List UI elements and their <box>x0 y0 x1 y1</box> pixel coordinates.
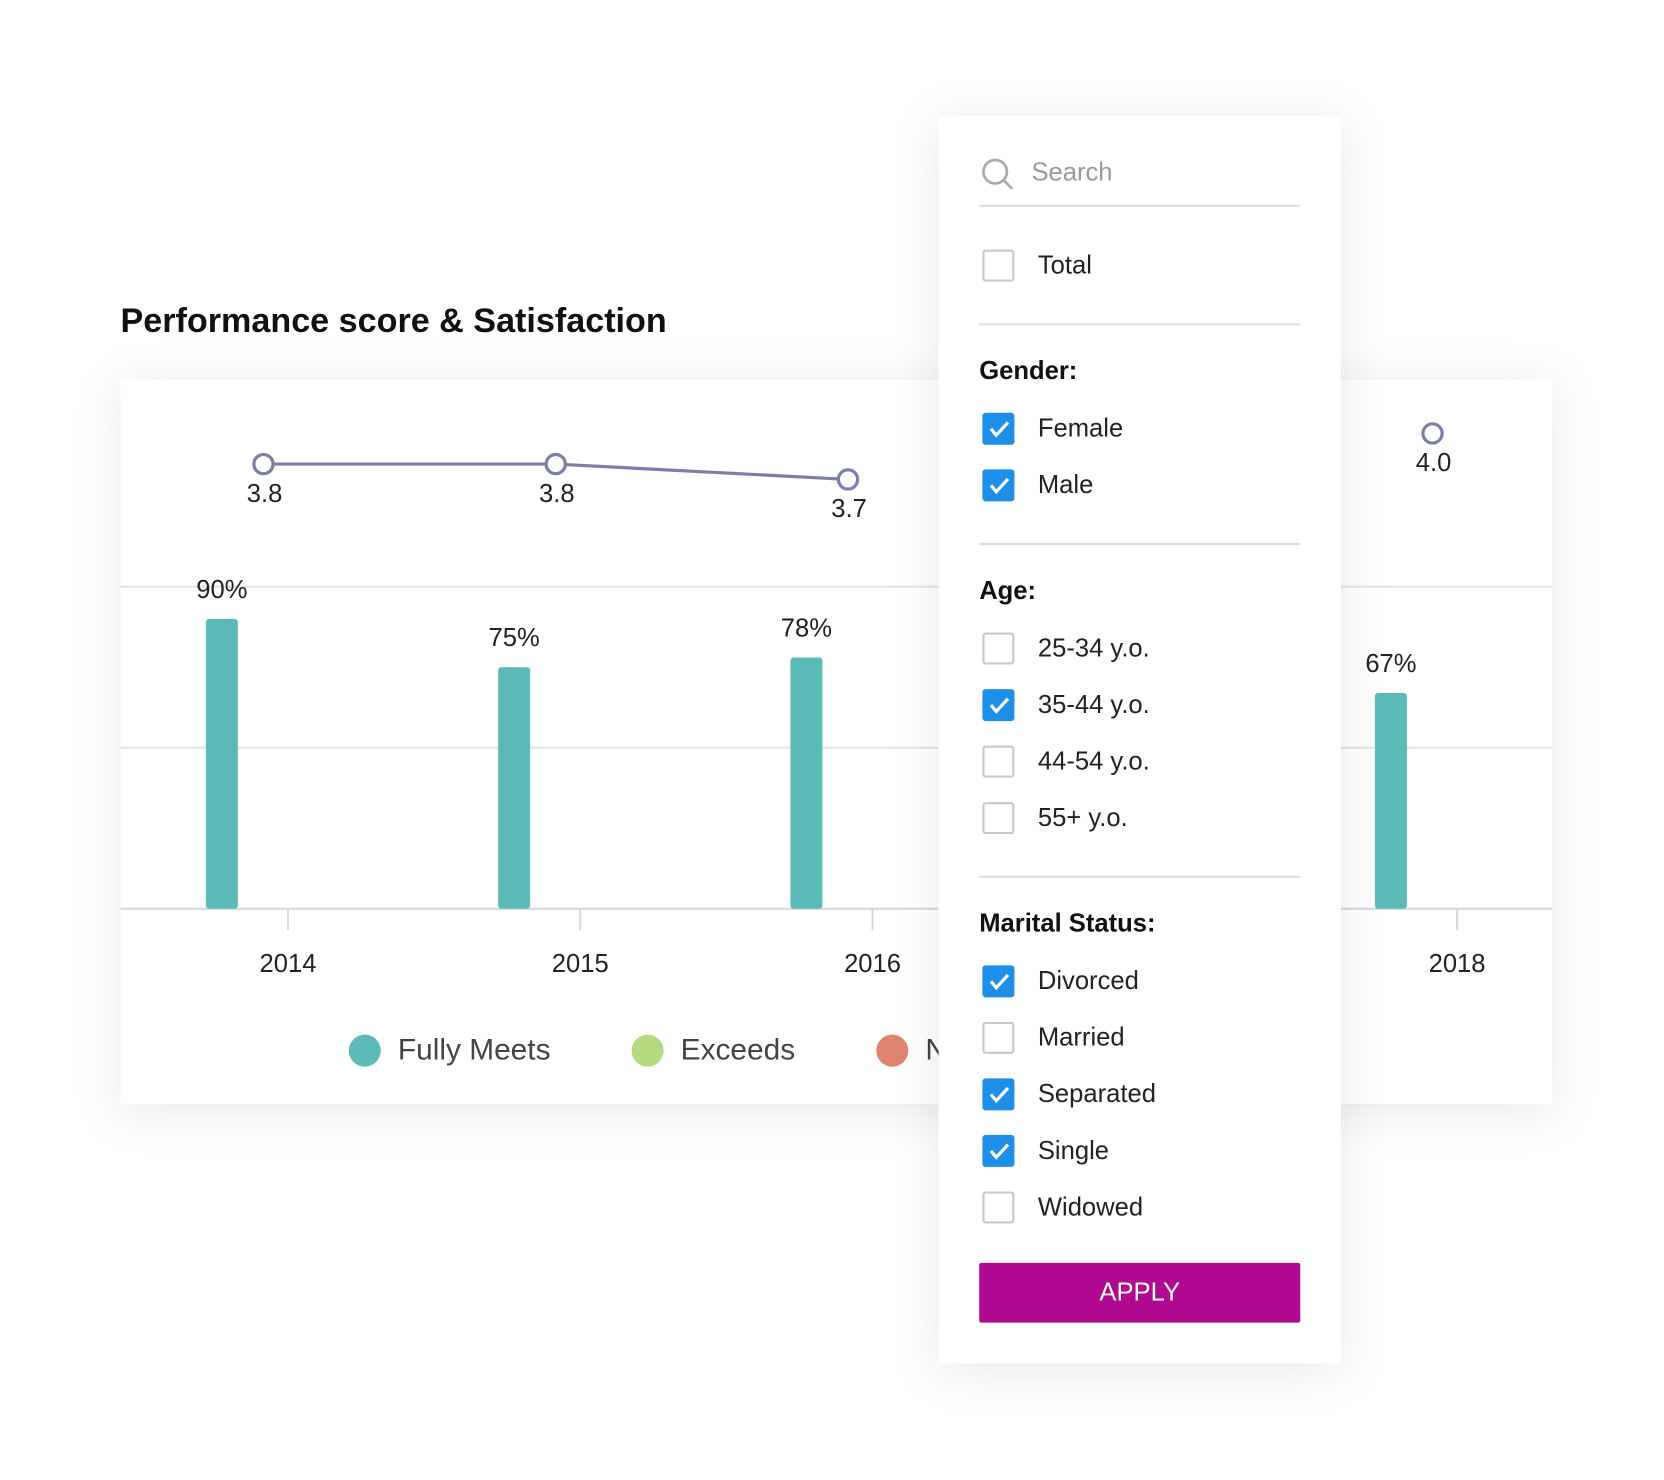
checkbox-label[interactable]: Widowed <box>1038 1193 1143 1221</box>
checkbox[interactable] <box>982 745 1015 778</box>
checkbox-label[interactable]: 25-34 y.o. <box>1038 634 1150 662</box>
apply-button[interactable] <box>979 1262 1301 1323</box>
checkmark <box>989 421 1010 438</box>
bar-value-label: 75% <box>489 624 540 652</box>
bar-value-label: 67% <box>1365 650 1416 678</box>
x-tick-label: 2015 <box>552 950 609 978</box>
x-tick-label: 2018 <box>1429 950 1486 978</box>
group-title: Age: <box>979 577 1036 605</box>
checkbox-label[interactable]: 55+ y.o. <box>1038 804 1128 832</box>
bar-value-label: 78% <box>781 615 832 643</box>
line-value-label: 3.7 <box>831 495 867 523</box>
checkbox-label[interactable]: Male <box>1038 471 1093 499</box>
checkbox[interactable] <box>982 469 1015 502</box>
legend-marker <box>348 1034 381 1067</box>
line-point <box>544 452 567 476</box>
checkbox[interactable] <box>982 965 1015 998</box>
checkbox-label[interactable]: Female <box>1038 415 1123 443</box>
line-value-label: 4.0 <box>1416 449 1452 477</box>
filter-panel <box>938 116 1341 1364</box>
checkmark <box>989 1143 1010 1160</box>
bar <box>205 618 238 909</box>
legend-marker <box>876 1034 909 1067</box>
search-icon <box>982 158 1009 185</box>
line-point <box>1421 422 1444 445</box>
x-tick-label: 2014 <box>260 950 317 978</box>
checkbox-label[interactable]: Divorced <box>1038 967 1139 995</box>
x-tick-label: 2016 <box>844 950 901 978</box>
bar <box>498 667 531 909</box>
line-value-label: 3.8 <box>539 480 575 508</box>
bar-value-label: 90% <box>196 576 247 604</box>
checkbox-label[interactable]: Married <box>1038 1024 1125 1052</box>
line-point <box>836 468 860 491</box>
line-point <box>252 452 275 476</box>
checkbox[interactable] <box>982 1191 1015 1224</box>
apply-button-label[interactable]: APPLY <box>1099 1279 1180 1307</box>
checkmark <box>989 973 1010 991</box>
checkmark <box>989 477 1010 495</box>
search-input[interactable]: Search <box>1031 159 1112 187</box>
checkbox-label[interactable]: Total <box>1038 251 1092 279</box>
legend-marker <box>631 1034 664 1067</box>
checkbox[interactable] <box>982 1078 1015 1111</box>
chart: 2014 2015 2016 2018 90% 75% 78% 67% 3.8 3.8 3.7 4.0 <box>120 422 1552 978</box>
bar <box>1374 692 1407 909</box>
checkbox[interactable] <box>982 802 1015 835</box>
checkbox[interactable] <box>982 1134 1015 1167</box>
group-title: Gender: <box>979 357 1077 385</box>
search-icon <box>1002 179 1014 190</box>
checkmark <box>989 697 1010 714</box>
chart-title: Performance score & Satisfaction <box>121 302 667 340</box>
checkbox[interactable] <box>982 689 1015 722</box>
checkbox[interactable] <box>982 1021 1015 1054</box>
line-value-label: 3.8 <box>247 480 283 508</box>
checkbox[interactable] <box>982 632 1015 665</box>
checkbox[interactable] <box>982 412 1015 445</box>
checkbox-label[interactable]: 35-44 y.o. <box>1038 691 1150 719</box>
checkmark <box>989 1086 1010 1104</box>
legend-label: Fully Meets <box>398 1034 551 1067</box>
checkbox-label[interactable]: Separated <box>1038 1080 1156 1108</box>
filter-panel-content: Search Total Gender: Female Male Age: 25-34 y.… <box>979 158 1301 1323</box>
checkbox-label[interactable]: 44-54 y.o. <box>1038 747 1150 775</box>
checkbox-label[interactable]: Single <box>1038 1137 1109 1165</box>
legend-label: Exceeds <box>681 1034 796 1067</box>
checkbox[interactable] <box>982 249 1015 282</box>
group-title: Marital Status: <box>979 910 1155 938</box>
bar <box>790 657 823 909</box>
